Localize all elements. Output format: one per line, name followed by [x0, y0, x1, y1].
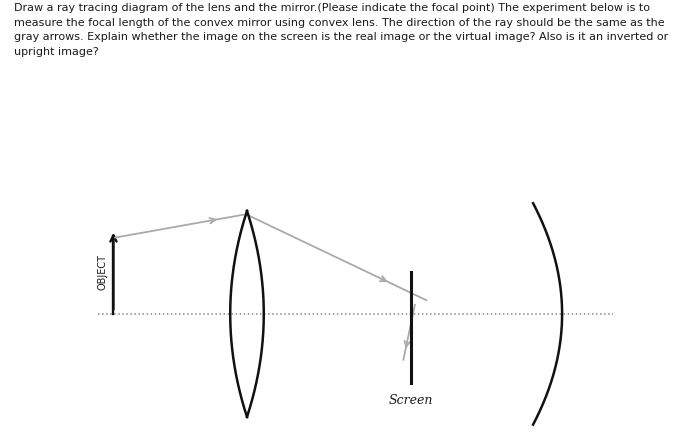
Text: Screen: Screen — [389, 394, 433, 407]
Text: Draw a ray tracing diagram of the lens and the mirror.(Please indicate the focal: Draw a ray tracing diagram of the lens a… — [14, 3, 668, 57]
Text: OBJECT: OBJECT — [97, 254, 107, 290]
